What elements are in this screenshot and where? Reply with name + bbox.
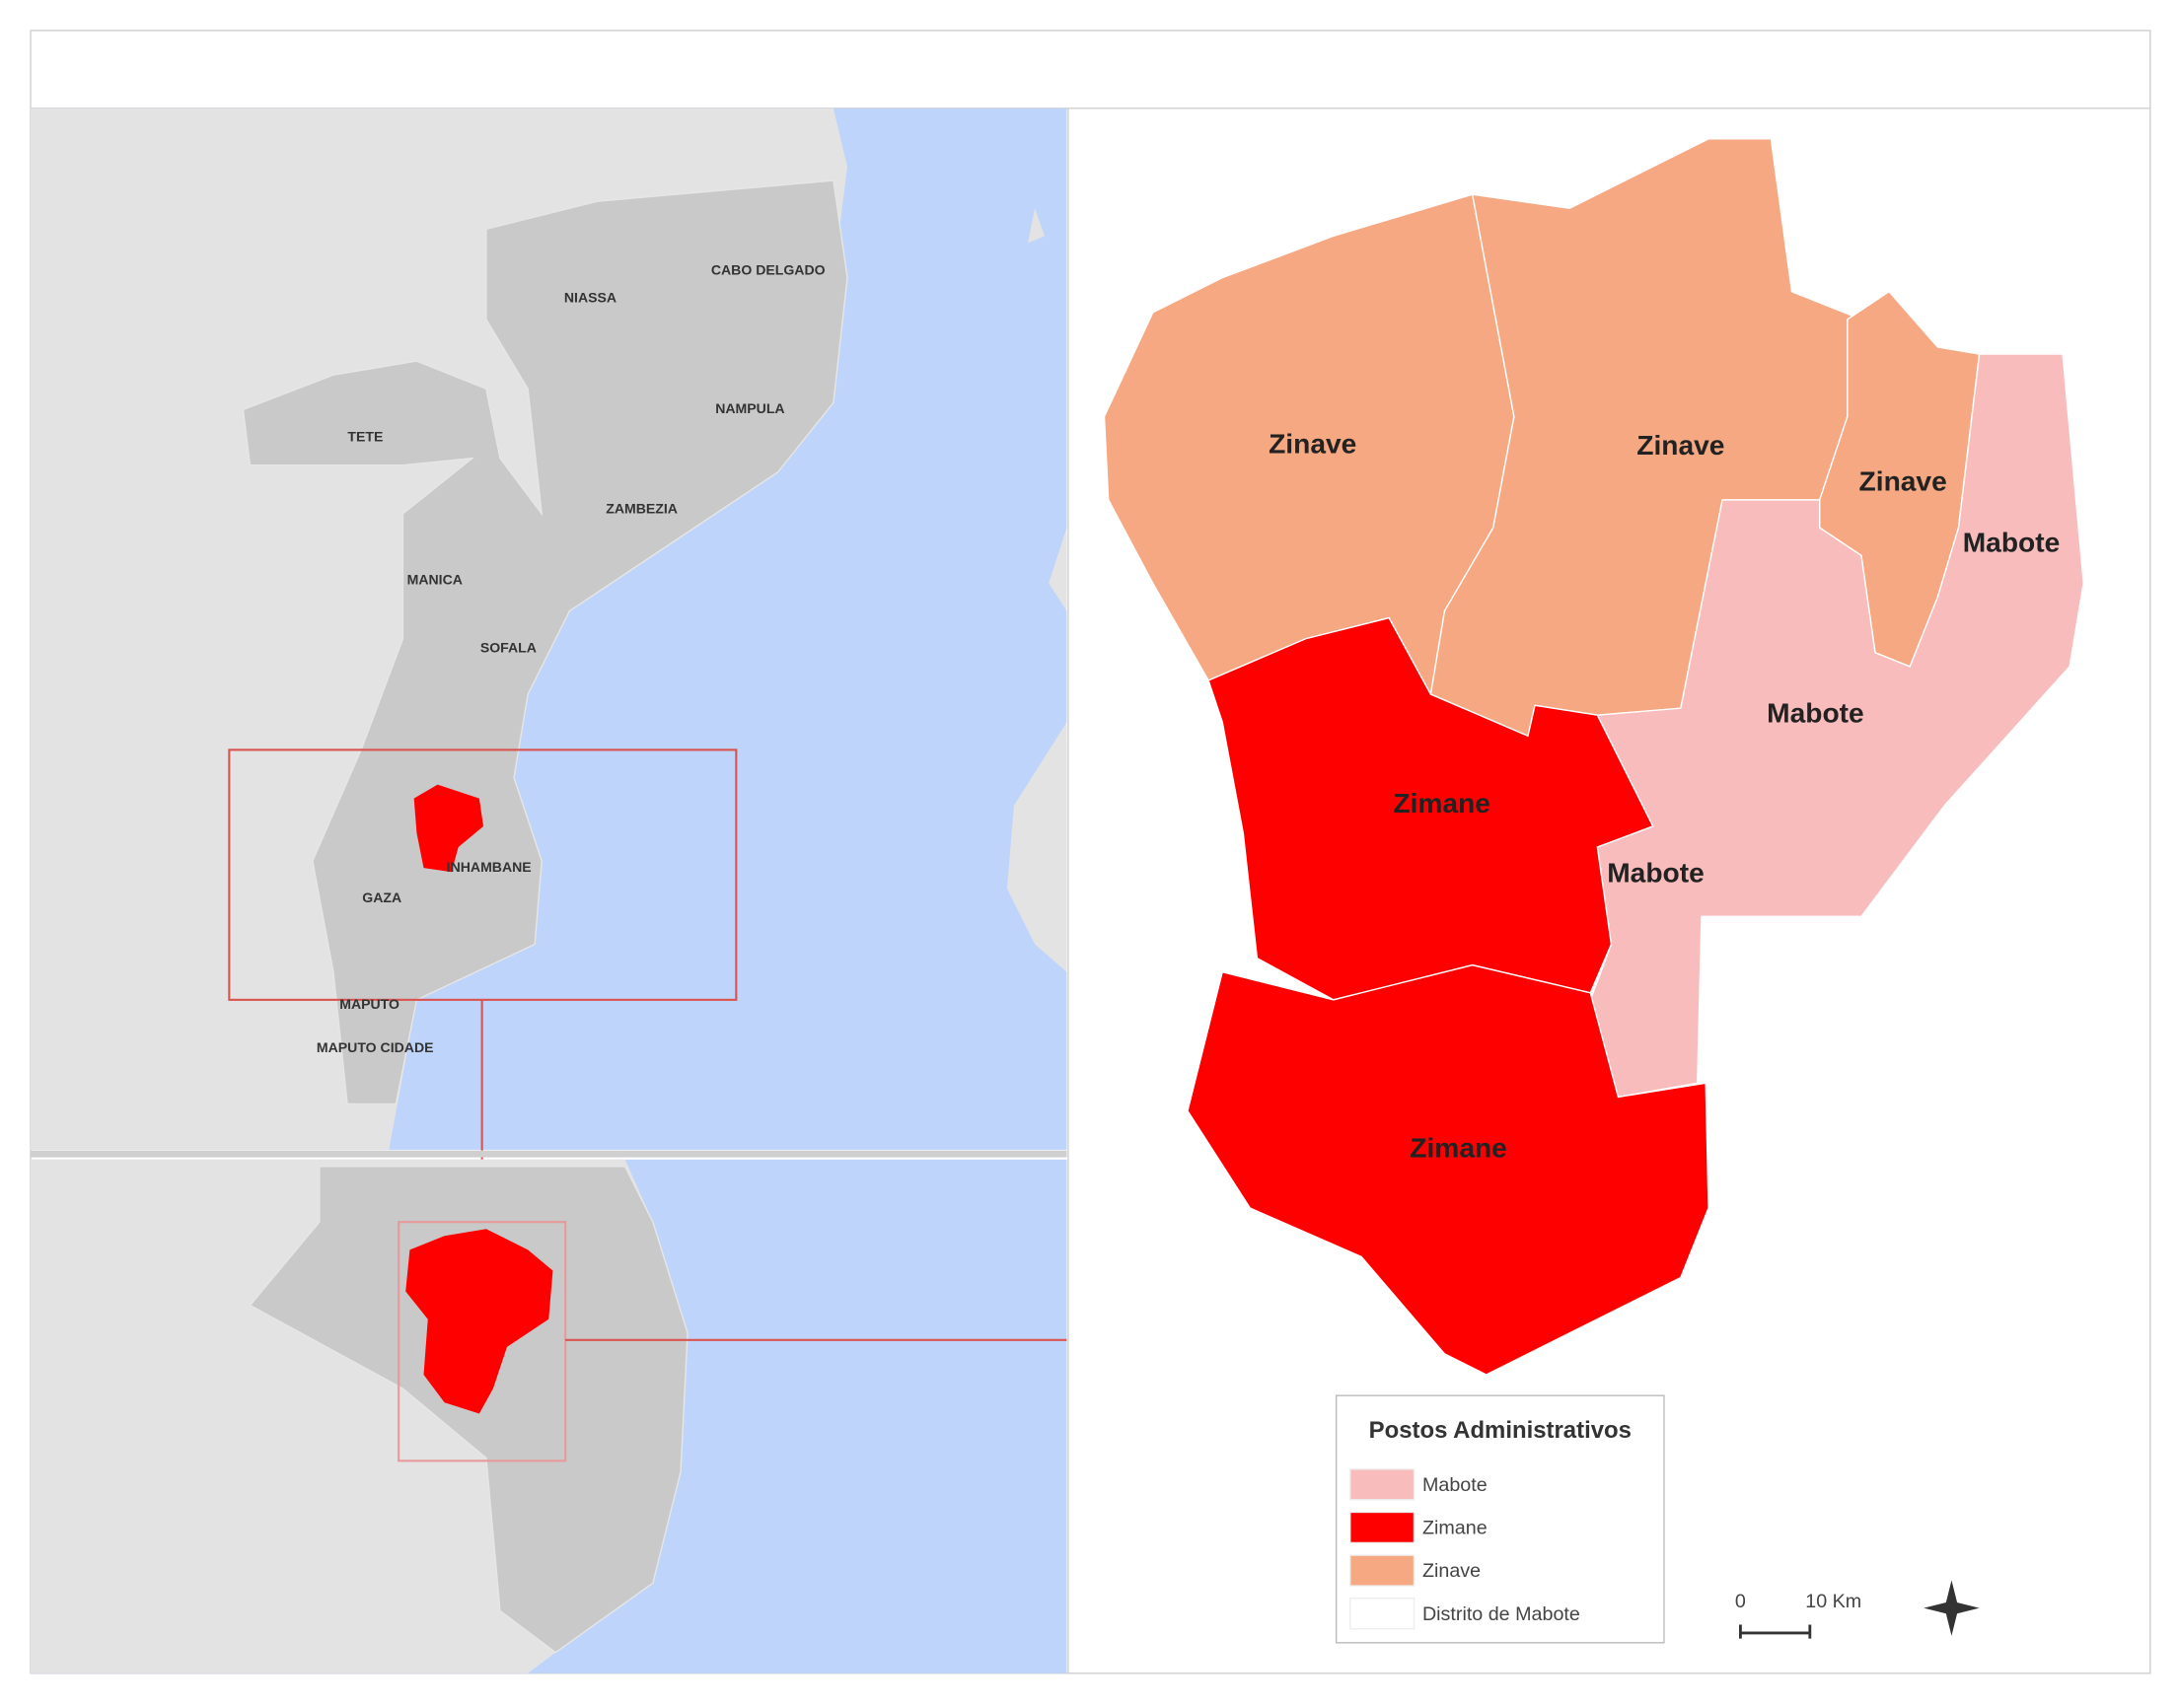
legend-swatch [1349, 1468, 1416, 1501]
legend-swatch [1349, 1598, 1416, 1630]
legend-label: Zimane [1422, 1518, 1488, 1539]
scale-line [1739, 1624, 1812, 1639]
district-label: Mabote [1607, 858, 1705, 889]
legend-label: Zinave [1422, 1560, 1481, 1582]
legend-swatch [1349, 1554, 1416, 1587]
district-map: Zinave Zinave Zinave Mabote Mabote Mabote Zima… [1103, 138, 2084, 1376]
legend: Postos Administrativos Mabote Zimane Zinav… [1335, 1394, 1665, 1644]
province-label: TETE [347, 428, 383, 444]
zimane-area [1187, 963, 1709, 1376]
zimane-area [1207, 616, 1654, 1001]
province-label: NAMPULA [715, 400, 784, 416]
province-label: INHAMBANE [447, 859, 532, 875]
district-locator [413, 784, 484, 873]
province-label: MAPUTO [339, 996, 399, 1012]
scale-label: 10 Km [1805, 1591, 1861, 1612]
province-label: ZAMBEZIA [606, 501, 678, 517]
north-arrow [1924, 1580, 1980, 1636]
overview-map: NIASSA CABO DELGADO TETE NAMPULA ZAMBEZIA MAN… [31, 107, 1067, 1160]
extent-box [398, 1221, 567, 1462]
legend-label: Distrito de Mabote [1422, 1603, 1580, 1625]
district-locator [405, 1229, 553, 1414]
scale-label: 0 [1735, 1591, 1746, 1612]
province-label: NIASSA [564, 289, 617, 305]
province-label: MANICA [407, 571, 463, 587]
district-label: Mabote [1963, 527, 2061, 557]
district-label: Zinave [1636, 430, 1724, 461]
district-label: Mabote [1767, 698, 1864, 729]
district-label: Zimane [1393, 788, 1490, 818]
district-label: Zimane [1410, 1132, 1507, 1163]
islands [1006, 208, 1067, 972]
district-label: Zinave [1859, 465, 1947, 496]
scale-bar: 0 10 Km [1735, 1591, 1861, 1639]
province-label: GAZA [362, 890, 401, 905]
district-label: Zinave [1269, 428, 1356, 459]
legend-swatch [1349, 1511, 1416, 1544]
province-label: MAPUTO CIDADE [317, 1039, 434, 1055]
legend-title: Postos Administrativos [1369, 1417, 1632, 1444]
mozambique [242, 179, 848, 1105]
province-label: SOFALA [480, 639, 537, 655]
province-label: CABO DELGADO [711, 261, 826, 277]
compass-rose [1924, 1580, 1980, 1636]
inset-map [31, 1159, 1067, 1673]
legend-label: Mabote [1422, 1474, 1488, 1496]
